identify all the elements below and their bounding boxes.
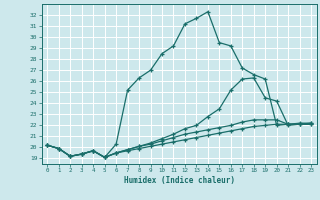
X-axis label: Humidex (Indice chaleur): Humidex (Indice chaleur) [124, 176, 235, 185]
